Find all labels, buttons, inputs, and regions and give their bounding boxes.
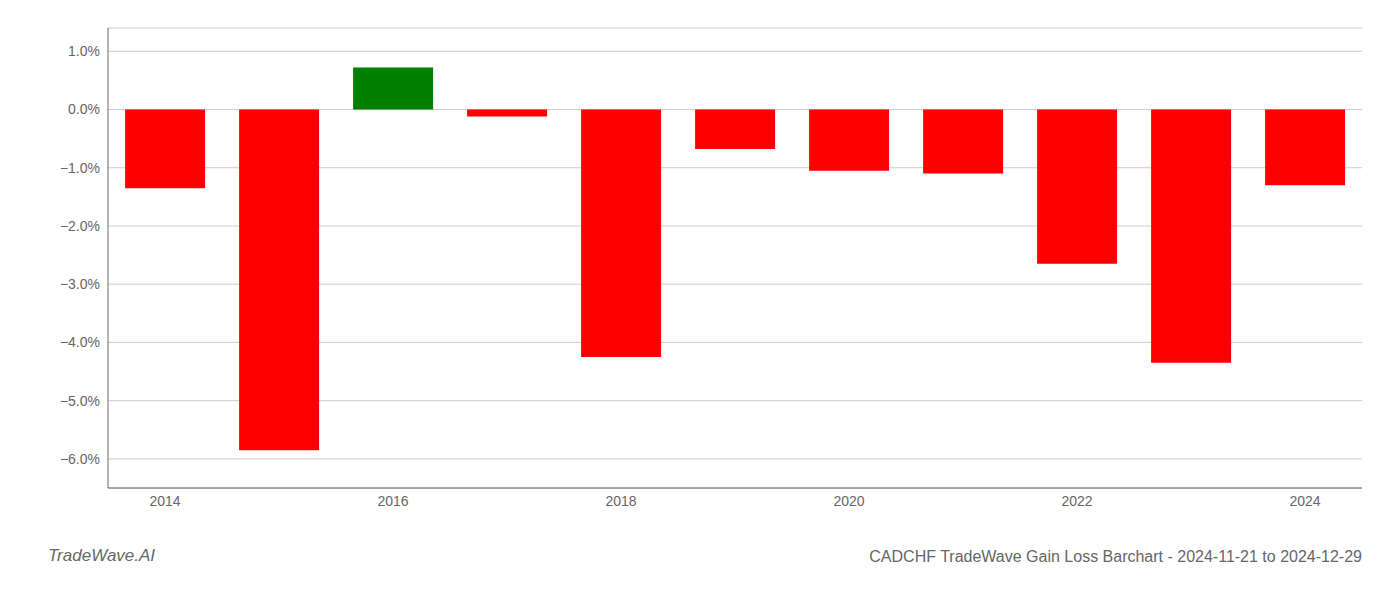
html-text:CADCHF TradeWave Gain Loss Bar: CADCHF TradeWave Gain Loss Barchart - 20…: [869, 548, 1362, 565]
svg-text:−6.0%: −6.0%: [60, 451, 100, 467]
svg-text:2014: 2014: [149, 493, 180, 509]
svg-text:−3.0%: −3.0%: [60, 276, 100, 292]
svg-text:−2.0%: −2.0%: [60, 218, 100, 234]
svg-text:2018: 2018: [605, 493, 636, 509]
svg-text:1.0%: 1.0%: [68, 43, 100, 59]
svg-text:2022: 2022: [1061, 493, 1092, 509]
svg-text:2016: 2016: [377, 493, 408, 509]
svg-text:−1.0%: −1.0%: [60, 160, 100, 176]
svg-text:−4.0%: −4.0%: [60, 334, 100, 350]
svg-text:2020: 2020: [833, 493, 864, 509]
svg-text:−5.0%: −5.0%: [60, 393, 100, 409]
svg-text:0.0%: 0.0%: [68, 101, 100, 117]
svg-text:2024: 2024: [1289, 493, 1320, 509]
html-text:TradeWave.AI: TradeWave.AI: [48, 546, 156, 565]
